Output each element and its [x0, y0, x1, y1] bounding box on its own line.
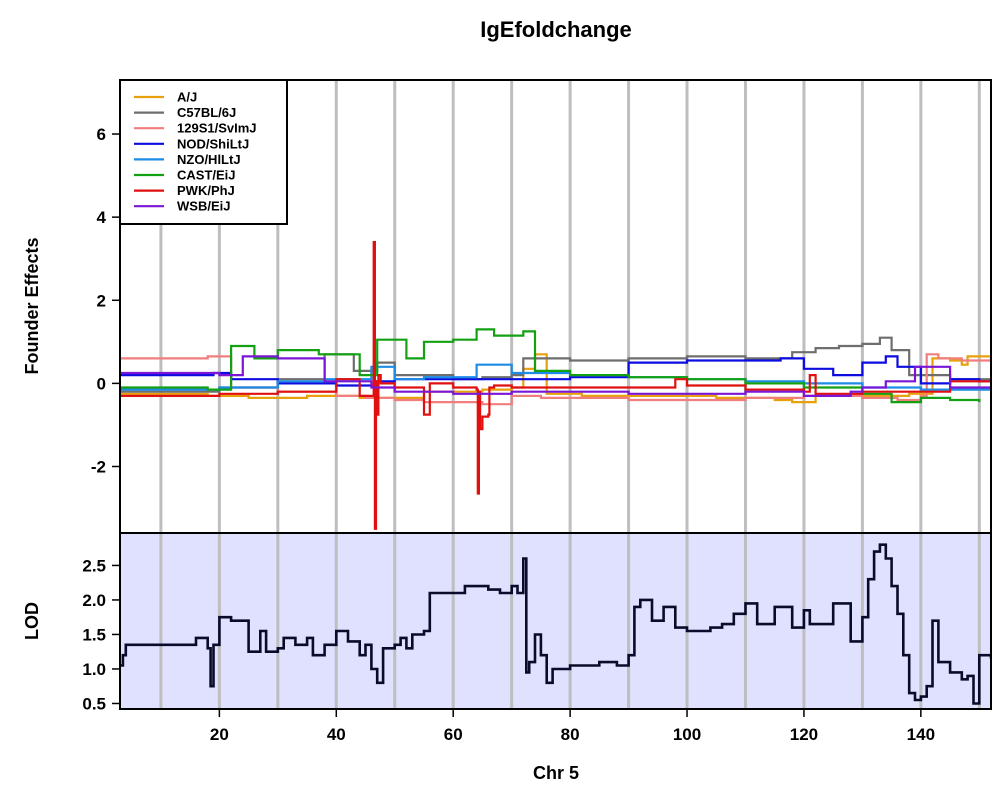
x-tick-label: 80: [561, 725, 580, 744]
y-tick-label: 0: [97, 374, 106, 393]
chart-title: IgEfoldchange: [480, 17, 632, 42]
lod-panel: 0.5 1.0 1.5 2.0 2.5 20 40 60 80 100 120 140 LOD Ch…: [22, 532, 992, 783]
series-line-nzo-hlltj: [120, 363, 991, 391]
y-tick-label: 1.0: [82, 660, 106, 679]
x-tick-label: 100: [673, 725, 701, 744]
x-tick-label: 120: [790, 725, 818, 744]
y-tick-label: 2.0: [82, 591, 106, 610]
y-tick-label: 0.5: [82, 694, 106, 713]
bottom-y-axis-label: LOD: [22, 602, 42, 640]
series-line-c57bl-6j: [120, 336, 991, 393]
legend-label: NZO/HlLtJ: [177, 152, 241, 167]
y-tick-label: -2: [91, 458, 106, 477]
x-axis: 20 40 60 80 100 120 140: [210, 709, 935, 744]
series-line-wsb-eij: [120, 355, 991, 397]
founder-effects-panel: -2 0 2 4 6 Founder Effects A/JC57BL/6J129S1/…: [22, 79, 992, 534]
y-tick-label: 2: [97, 291, 106, 310]
lod-curve: [120, 543, 991, 705]
x-tick-label: 40: [327, 725, 346, 744]
y-tick-label: 4: [97, 208, 107, 227]
y-tick-label: 6: [97, 125, 106, 144]
bottom-y-axis: 0.5 1.0 1.5 2.0 2.5: [82, 556, 120, 713]
legend-label: NOD/ShiLtJ: [177, 136, 249, 151]
x-tick-label: 60: [444, 725, 463, 744]
legend-label: CAST/EiJ: [177, 168, 236, 183]
legend-label: PWK/PhJ: [177, 183, 235, 198]
top-y-axis: -2 0 2 4 6: [91, 125, 120, 477]
bottom-plot-frame: [119, 532, 992, 710]
legend-label: 129S1/SvImJ: [177, 121, 257, 136]
top-y-axis-label: Founder Effects: [22, 237, 42, 374]
legend-box: [119, 79, 288, 225]
founder-effect-lines: [120, 241, 991, 530]
legend: A/JC57BL/6J129S1/SvImJNOD/ShiLtJNZO/HlLt…: [119, 79, 288, 225]
legend-label: A/J: [177, 90, 197, 105]
x-tick-label: 20: [210, 725, 229, 744]
legend-label: C57BL/6J: [177, 105, 236, 120]
y-tick-label: 2.5: [82, 556, 106, 575]
y-tick-label: 1.5: [82, 625, 106, 644]
lod-line: [120, 543, 991, 705]
bottom-plot-area: [120, 533, 991, 709]
x-tick-label: 140: [907, 725, 935, 744]
x-axis-label: Chr 5: [533, 763, 579, 783]
legend-label: WSB/EiJ: [177, 199, 230, 214]
